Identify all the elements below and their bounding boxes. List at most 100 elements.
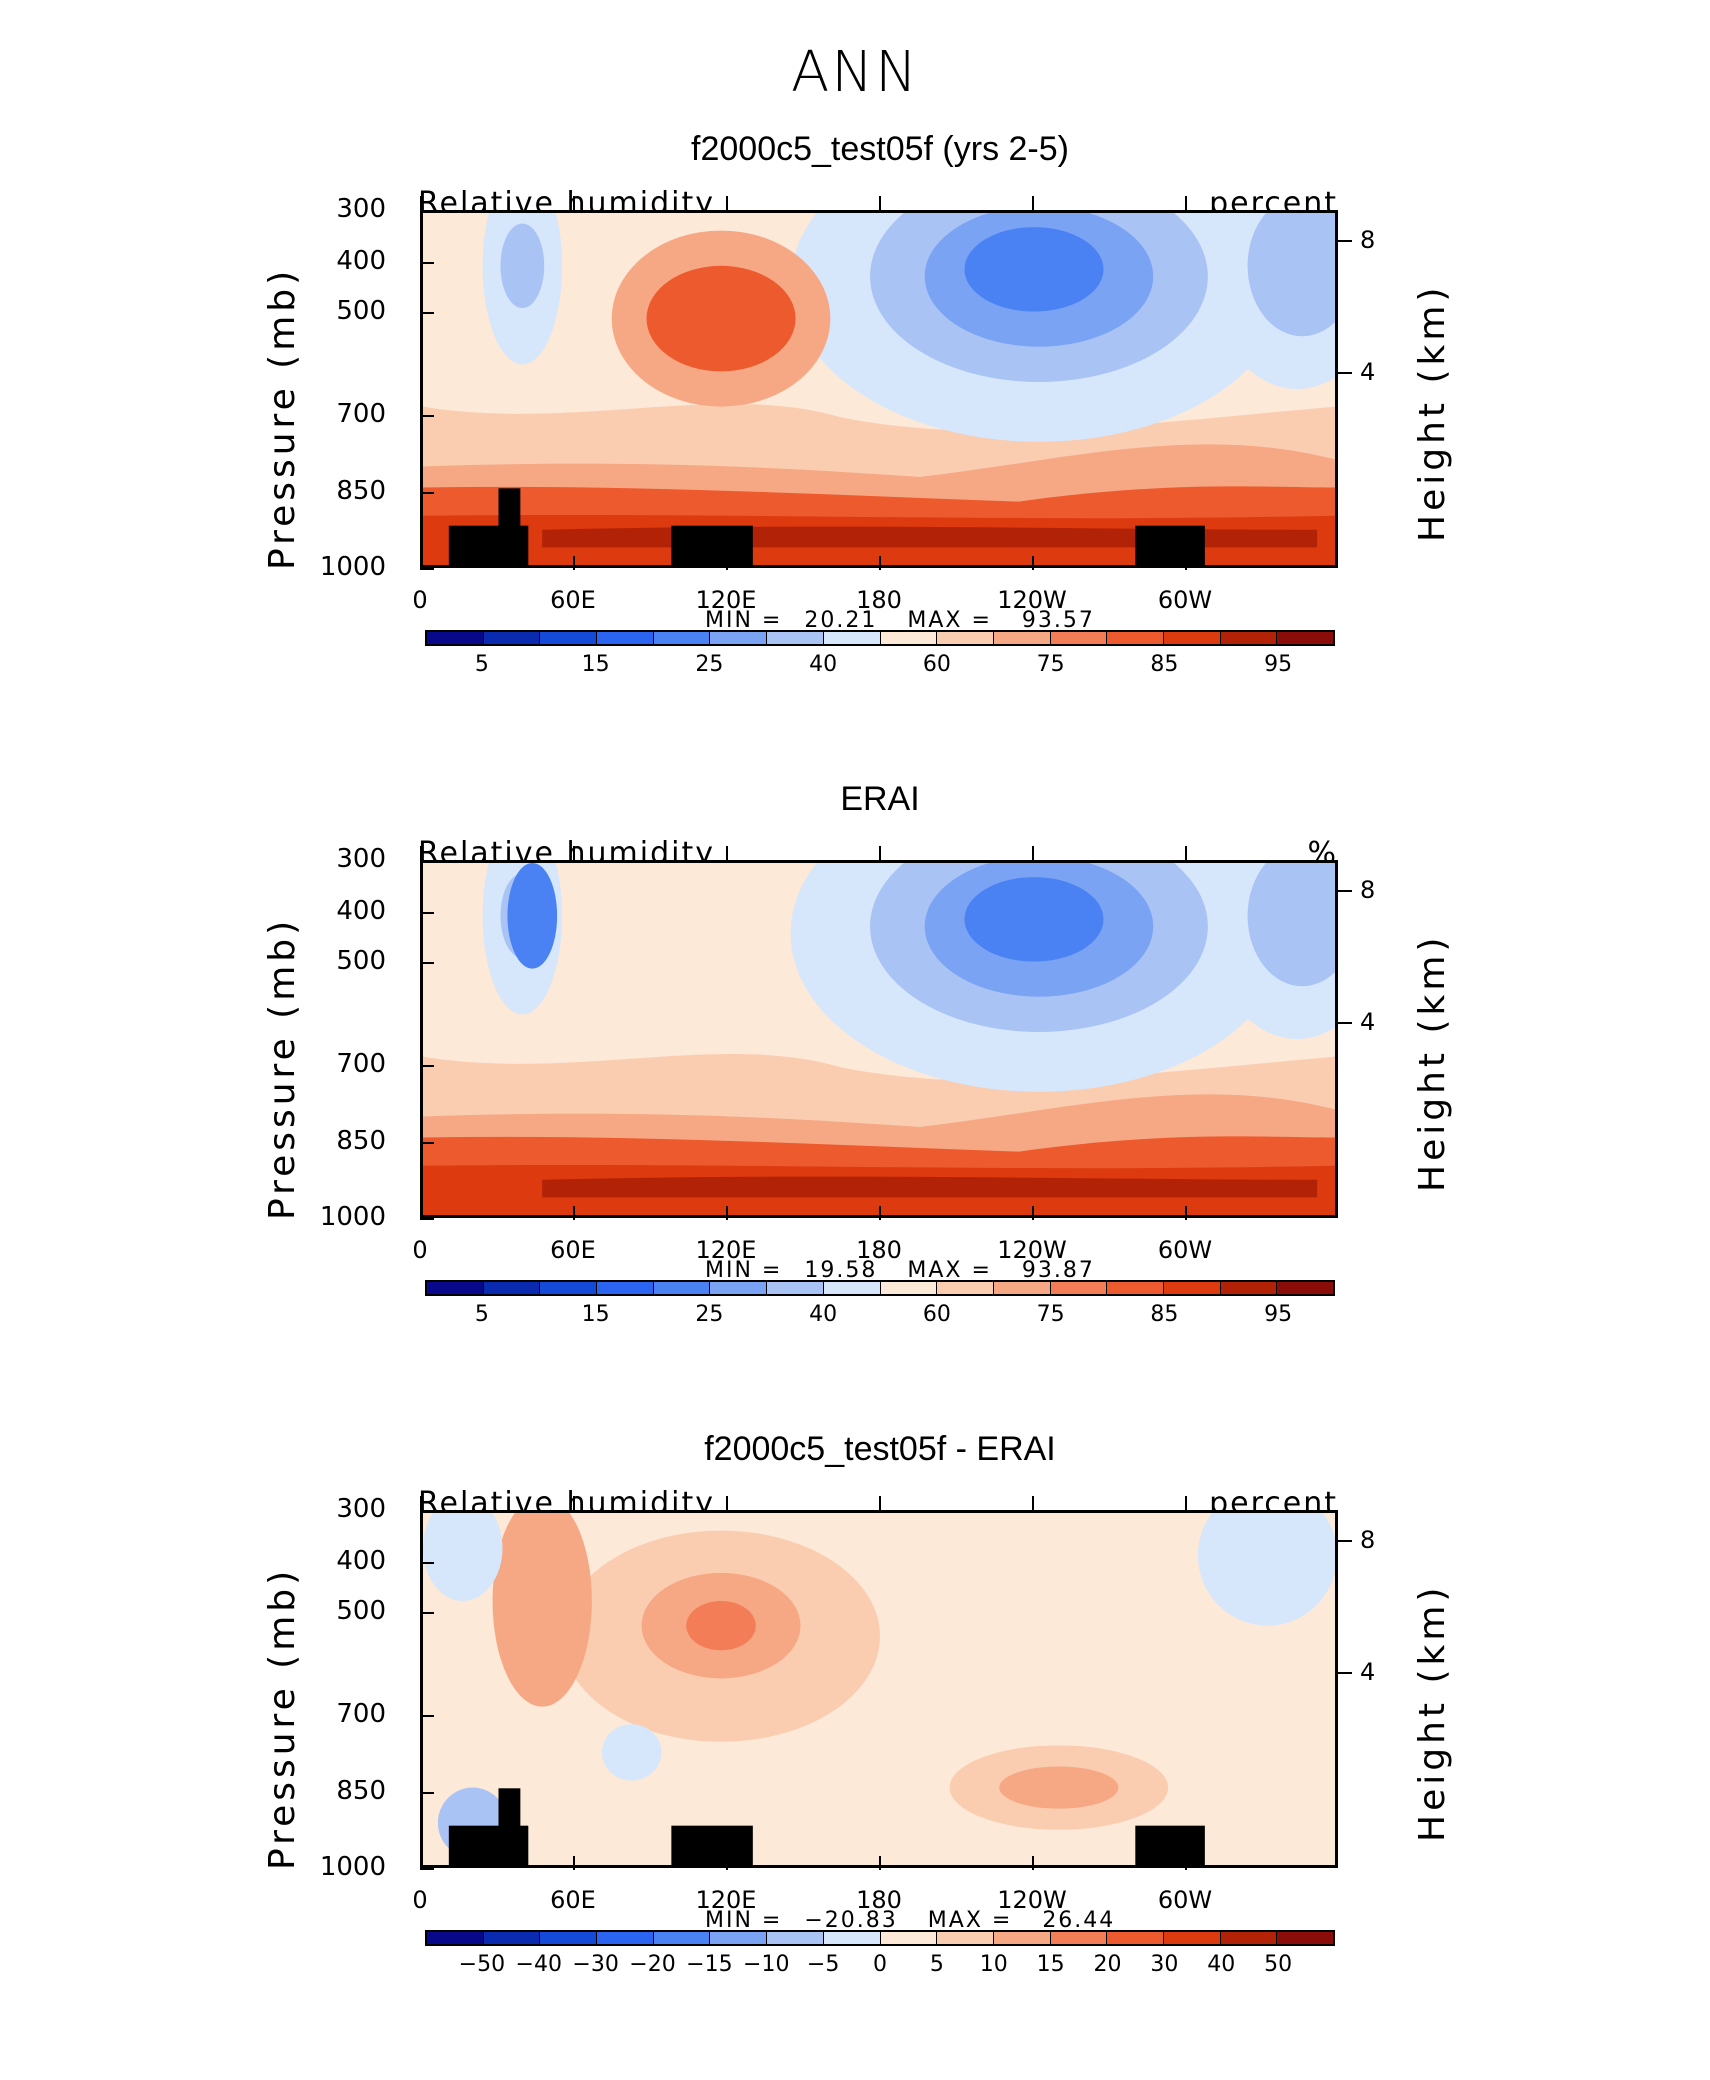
colorbar-segment bbox=[880, 1932, 938, 1944]
colorbar-tick-label: 15 bbox=[581, 652, 610, 677]
x-tick-mark bbox=[879, 1856, 881, 1870]
y-tick-mark bbox=[420, 1715, 434, 1717]
colorbar-segment bbox=[1107, 632, 1164, 644]
pressure-axis-label: Pressure (mb) bbox=[262, 1566, 303, 1870]
top-tick-mark bbox=[726, 196, 728, 210]
colorbar-segment bbox=[483, 1932, 541, 1944]
x-tick-mark bbox=[573, 1856, 575, 1870]
colorbar-tick-label: 60 bbox=[922, 1302, 951, 1327]
y-tick-mark bbox=[420, 312, 434, 314]
colorbar-segment bbox=[1107, 1932, 1164, 1944]
colorbar-segment bbox=[710, 632, 768, 644]
colorbar-segment bbox=[1163, 632, 1221, 644]
y-tick-label: 700 bbox=[336, 1049, 386, 1079]
top-tick-mark bbox=[573, 196, 575, 210]
panel-difference: f2000c5_test05f - ERAI Relative humidity p… bbox=[0, 1430, 1710, 2080]
height-tick-label: 4 bbox=[1360, 358, 1376, 386]
colorbar-segment bbox=[1163, 1282, 1221, 1294]
colorbar-segment bbox=[540, 1932, 598, 1944]
colorbar-segment bbox=[597, 632, 654, 644]
x-tick-label: 120E bbox=[695, 1886, 757, 1914]
x-tick-label: 120W bbox=[997, 1886, 1067, 1914]
x-tick-label: 60E bbox=[550, 586, 596, 614]
colorbar-segment bbox=[597, 1282, 654, 1294]
y-tick-label: 700 bbox=[336, 399, 386, 429]
pressure-axis-label: Pressure (mb) bbox=[262, 266, 303, 570]
x-tick-mark bbox=[726, 1206, 728, 1220]
top-tick-mark bbox=[1032, 846, 1034, 860]
y-tick-label: 300 bbox=[336, 844, 386, 874]
colorbar-segment bbox=[653, 1932, 711, 1944]
height-tick-mark bbox=[1338, 890, 1352, 892]
min-max-readout: MIN = −20.83 MAX = 26.44 bbox=[705, 1908, 1115, 1933]
colorbar-segment bbox=[993, 632, 1051, 644]
x-tick-label: 0 bbox=[412, 1886, 428, 1914]
colorbar-tick-label: 30 bbox=[1150, 1952, 1179, 1977]
height-tick-label: 8 bbox=[1360, 876, 1376, 904]
top-tick-mark bbox=[1185, 1496, 1187, 1510]
colorbar-tick-label: 5 bbox=[929, 1952, 944, 1977]
y-tick-label: 1000 bbox=[319, 1852, 386, 1882]
colorbar-segment bbox=[767, 1282, 824, 1294]
colorbar-segment bbox=[710, 1932, 768, 1944]
min-max-readout: MIN = 20.21 MAX = 93.57 bbox=[705, 608, 1095, 633]
colorbar-segment bbox=[993, 1932, 1051, 1944]
height-tick-mark bbox=[1338, 1022, 1352, 1024]
y-tick-label: 300 bbox=[336, 1494, 386, 1524]
top-tick-mark bbox=[420, 846, 422, 860]
colorbar-segment bbox=[427, 1932, 484, 1944]
colorbar-segment bbox=[653, 1282, 711, 1294]
y-tick-mark bbox=[420, 962, 434, 964]
height-tick-label: 4 bbox=[1360, 1008, 1376, 1036]
x-tick-label: 120E bbox=[695, 586, 757, 614]
top-tick-mark bbox=[879, 196, 881, 210]
colorbar-tick-label: −20 bbox=[629, 1952, 676, 1977]
x-tick-mark bbox=[1185, 1856, 1187, 1870]
panel-title: ERAI bbox=[840, 780, 920, 818]
colorbar-segment bbox=[823, 1932, 881, 1944]
min-label: MIN = bbox=[705, 1908, 783, 1933]
x-tick-label: 120E bbox=[695, 1236, 757, 1264]
contour-plot bbox=[420, 860, 1338, 1218]
y-tick-label: 500 bbox=[336, 1596, 386, 1626]
height-tick-mark bbox=[1338, 1672, 1352, 1674]
top-tick-mark bbox=[420, 196, 422, 210]
x-tick-label: 180 bbox=[856, 586, 902, 614]
x-tick-mark bbox=[420, 556, 422, 570]
colorbar-segment bbox=[1277, 632, 1333, 644]
y-tick-mark bbox=[420, 210, 434, 212]
x-tick-mark bbox=[1185, 556, 1187, 570]
x-tick-mark bbox=[420, 1206, 422, 1220]
y-tick-label: 850 bbox=[336, 1126, 386, 1156]
colorbar-tick-label: 95 bbox=[1264, 652, 1293, 677]
colorbar bbox=[425, 1280, 1335, 1296]
colorbar-tick-label: 5 bbox=[474, 652, 489, 677]
y-tick-mark bbox=[420, 262, 434, 264]
colorbar-segment bbox=[937, 1932, 994, 1944]
x-tick-mark bbox=[573, 1206, 575, 1220]
x-tick-mark bbox=[573, 556, 575, 570]
colorbar-segment bbox=[1220, 1282, 1278, 1294]
colorbar-segment bbox=[1277, 1932, 1333, 1944]
x-tick-mark bbox=[726, 556, 728, 570]
colorbar-tick-label: −30 bbox=[572, 1952, 619, 1977]
colorbar-segment bbox=[427, 1282, 484, 1294]
y-tick-mark bbox=[420, 860, 434, 862]
colorbar-tick-label: −40 bbox=[515, 1952, 562, 1977]
height-tick-label: 8 bbox=[1360, 1526, 1376, 1554]
x-tick-label: 120W bbox=[997, 586, 1067, 614]
colorbar-tick-label: 75 bbox=[1036, 1302, 1065, 1327]
colorbar-segment bbox=[823, 632, 881, 644]
min-value: −20.83 bbox=[804, 1908, 898, 1933]
contour-plot bbox=[420, 210, 1338, 568]
max-value: 26.44 bbox=[1042, 1908, 1116, 1933]
height-axis-label: Height (km) bbox=[1412, 933, 1453, 1192]
x-tick-mark bbox=[879, 556, 881, 570]
y-tick-label: 400 bbox=[336, 1546, 386, 1576]
height-tick-label: 8 bbox=[1360, 226, 1376, 254]
colorbar-segment bbox=[880, 1282, 938, 1294]
y-tick-mark bbox=[420, 1562, 434, 1564]
colorbar-segment bbox=[540, 632, 598, 644]
colorbar-segment bbox=[937, 632, 994, 644]
y-tick-mark bbox=[420, 1868, 434, 1870]
